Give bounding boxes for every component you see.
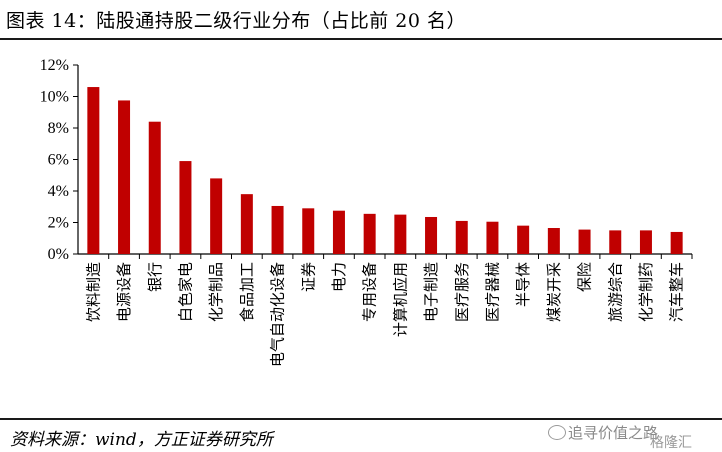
bar: [547, 228, 560, 254]
bottom-divider: [0, 418, 722, 420]
watermark-wechat: 追寻价值之路: [548, 422, 658, 443]
x-tick-label: 白色家电: [176, 262, 194, 322]
bar: [455, 220, 468, 254]
bar: [240, 194, 253, 254]
bar-chart: 0% 2% 4% 6% 8% 10% 12% 饮料制造 电源设备 银行 白色家电 化学制品 食品加工 电气…: [40, 57, 693, 367]
bar: [179, 161, 192, 254]
x-tick-label: 电力: [330, 262, 348, 292]
bar: [609, 230, 622, 254]
bar: [517, 225, 530, 254]
y-tick-label: 10%: [40, 89, 69, 106]
y-tick-label: 12%: [40, 57, 69, 74]
x-tick-label: 计算机应用: [391, 262, 409, 337]
x-tick-label: 医疗器械: [483, 262, 501, 322]
x-tick-label: 电气自动化设备: [269, 262, 287, 367]
top-divider: [0, 38, 722, 40]
bar: [302, 208, 315, 254]
source-note: 资料来源：wind，方正证券研究所: [10, 430, 273, 450]
x-tick-label: 银行: [146, 262, 164, 292]
y-tick-label: 6%: [48, 152, 69, 169]
y-tick-label: 2%: [48, 215, 69, 232]
watermark-text: 追寻价值之路: [568, 424, 659, 442]
bar: [87, 87, 100, 254]
y-tick-label: 0%: [48, 246, 69, 263]
x-tick-label: 医疗服务: [453, 262, 471, 322]
x-tick-label: 电源设备: [115, 262, 133, 322]
x-tick-label: 半导体: [514, 262, 532, 307]
watermark-brand: 格隆汇: [650, 435, 692, 451]
bar: [670, 231, 683, 254]
x-tick-label: 化学制药: [637, 262, 655, 322]
bar: [486, 221, 499, 254]
x-tick-label: 电子制造: [422, 262, 440, 322]
y-tick-label: 4%: [48, 183, 69, 200]
x-tick-label: 化学制品: [207, 262, 225, 322]
bar: [425, 216, 438, 254]
bar: [332, 210, 345, 254]
bar: [639, 230, 652, 254]
bar: [118, 100, 131, 254]
bar: [578, 229, 591, 254]
bar: [394, 214, 407, 254]
x-tick-label: 证券: [299, 262, 317, 292]
bar: [148, 121, 161, 254]
x-tick-label: 煤炭开采: [545, 262, 563, 322]
bar: [210, 178, 223, 254]
chart-title: 图表 14：陆股通持股二级行业分布（占比前 20 名）: [6, 10, 466, 32]
wechat-icon: [548, 425, 566, 440]
y-tick-label: 8%: [48, 120, 69, 137]
x-tick-label: 饮料制造: [84, 262, 102, 322]
x-tick-label: 保险: [576, 262, 594, 292]
bar: [363, 213, 376, 254]
bar: [271, 205, 284, 254]
x-tick-label: 汽车整车: [668, 262, 686, 322]
x-tick-label: 专用设备: [361, 262, 379, 322]
x-tick-label: 食品加工: [238, 262, 256, 322]
x-tick-label: 旅游综合: [606, 262, 624, 322]
